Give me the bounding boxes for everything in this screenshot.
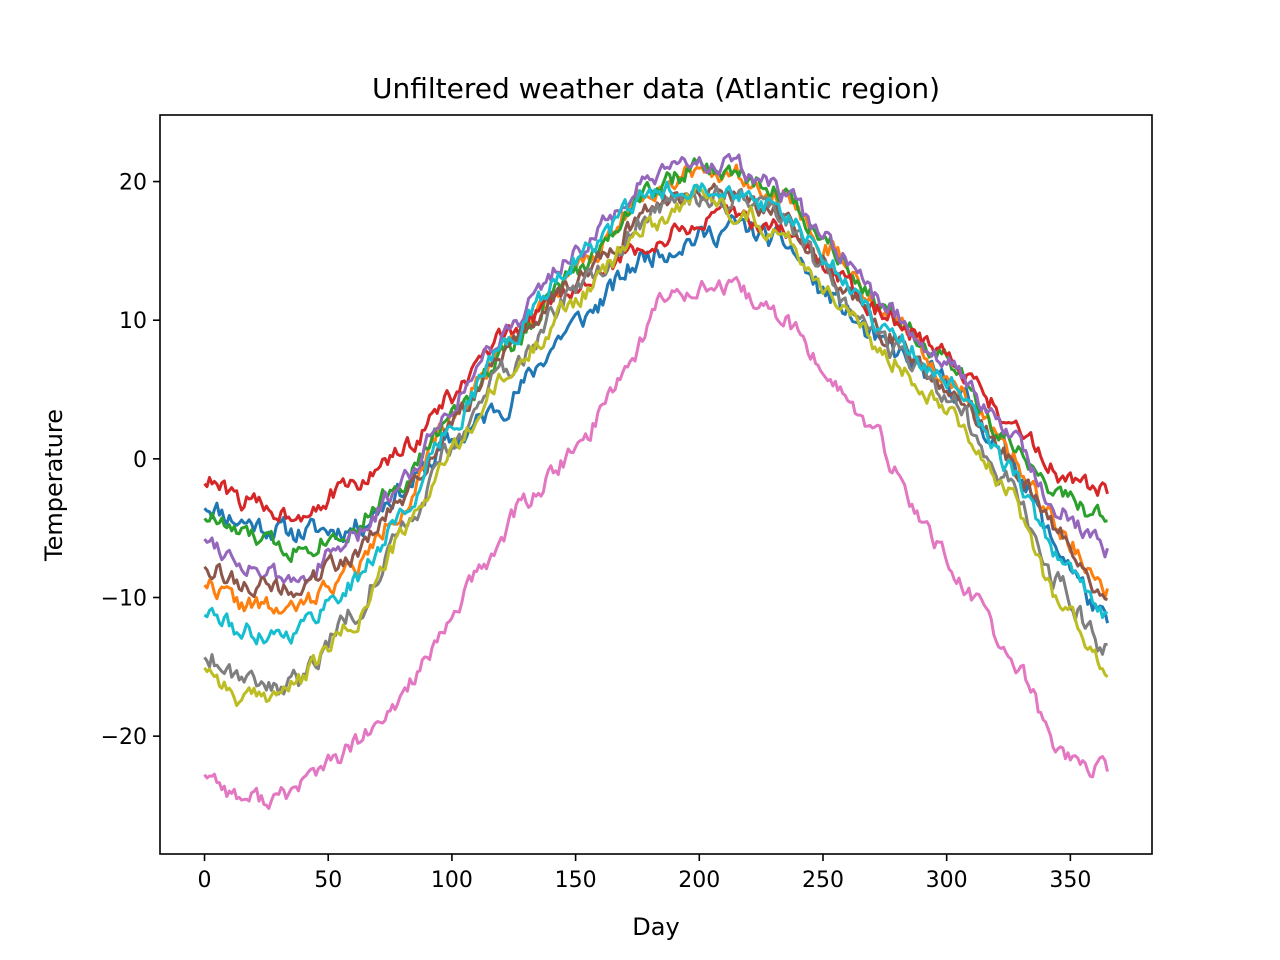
series-line-7 [203,276,1109,810]
series-line-5 [203,153,1109,585]
x-tick-label: 50 [314,868,342,893]
y-axis-label: Temperature [40,409,68,562]
chart-title: Unfiltered weather data (Atlantic region… [372,72,940,105]
y-tick-label: −20 [101,725,147,750]
x-tick-label: 200 [678,868,720,893]
series-line-10 [203,180,1109,646]
y-tick-label: 0 [133,448,147,473]
x-tick-label: 0 [198,868,212,893]
y-tick-label: 20 [119,171,147,196]
series-layer [203,153,1109,810]
x-axis-label: Day [632,913,679,941]
x-tick-label: 300 [926,868,968,893]
x-axis: 0 50 100 150 200 250 300 350 [198,854,1091,893]
x-tick-label: 250 [802,868,844,893]
series-line-9 [203,183,1109,708]
y-axis: −20 −10 0 10 20 [101,171,160,750]
y-tick-label: −10 [101,586,147,611]
x-tick-label: 150 [555,868,597,893]
series-line-8 [203,185,1108,696]
plot-frame [159,114,1153,855]
x-tick-label: 100 [431,868,473,893]
x-tick-label: 350 [1049,868,1091,893]
y-tick-label: 10 [119,309,147,334]
